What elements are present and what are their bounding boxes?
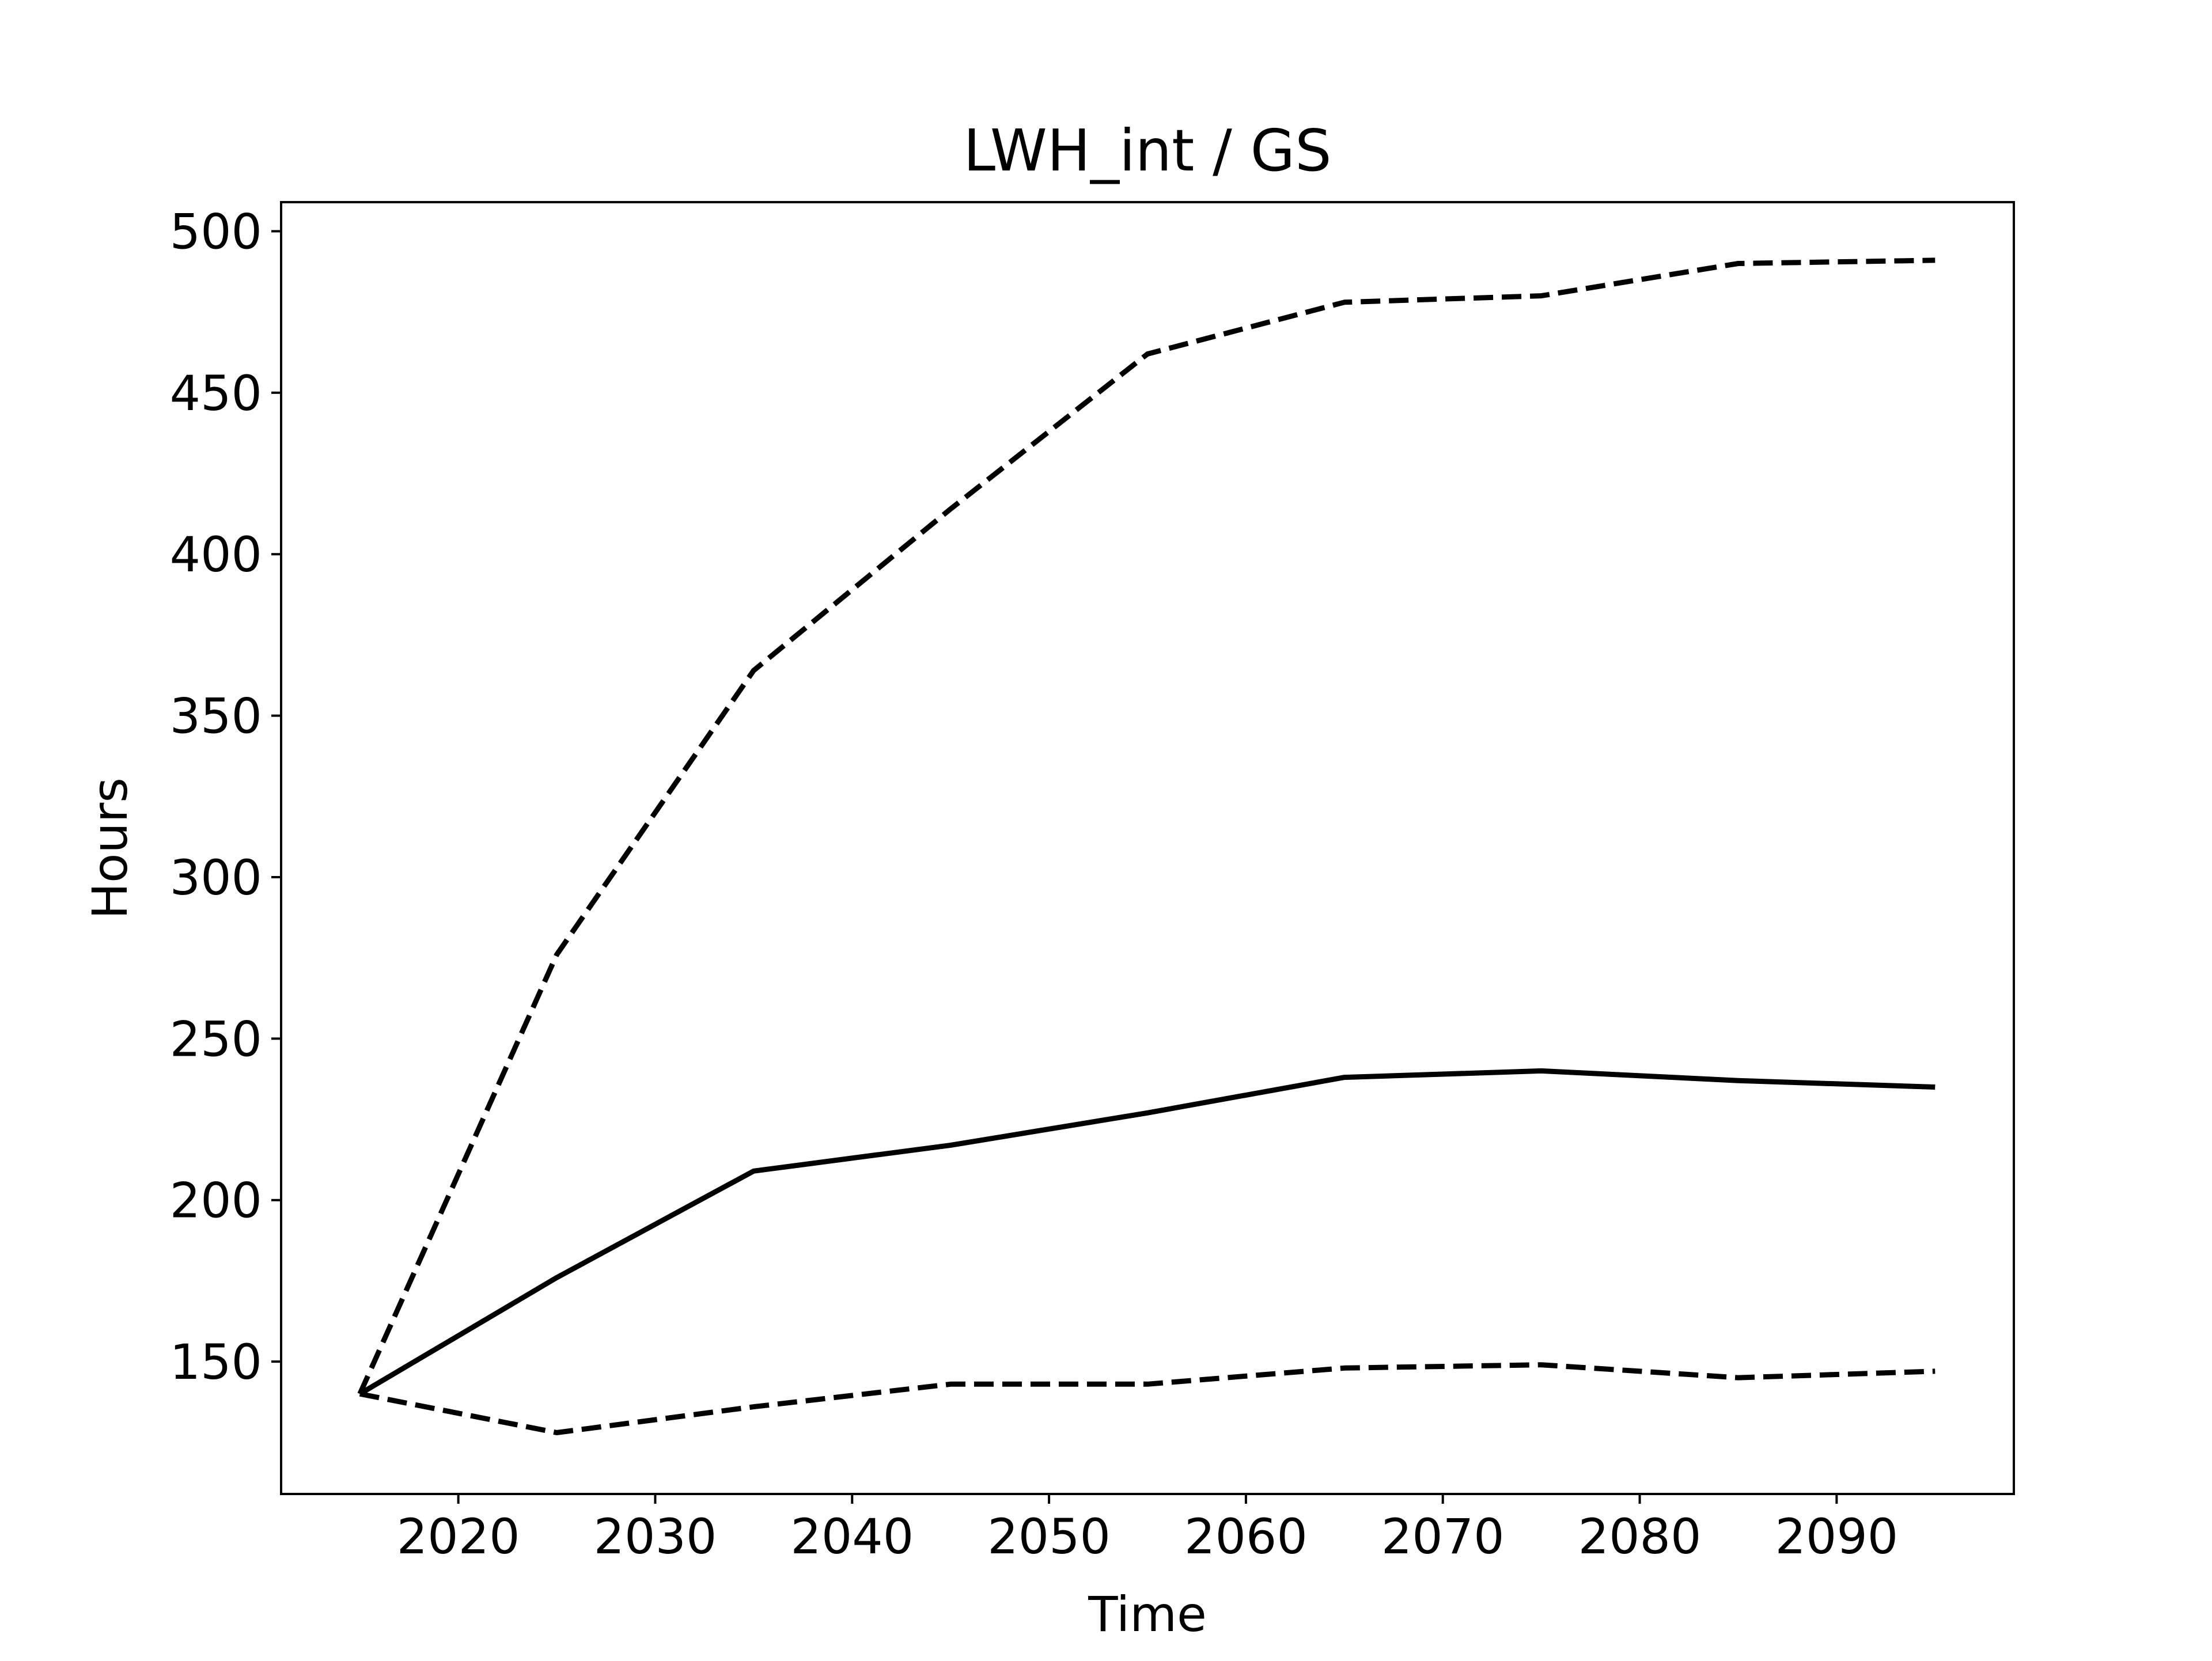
y-tick-label: 300 <box>170 850 262 906</box>
y-tick-label: 150 <box>170 1334 262 1390</box>
x-tick-label: 2070 <box>1381 1508 1505 1565</box>
x-tick-label: 2080 <box>1578 1508 1702 1565</box>
y-tick-label: 450 <box>170 365 262 422</box>
x-axis: 2020 2030 2040 2050 2060 2070 2080 2090 <box>397 1494 1898 1565</box>
series-line-2 <box>357 257 1936 1395</box>
x-tick-label: 2090 <box>1775 1508 1898 1565</box>
x-tick-label: 2050 <box>987 1508 1111 1565</box>
y-axis-label: Hours <box>82 778 138 919</box>
y-tick-label: 250 <box>170 1011 262 1067</box>
y-tick-label: 350 <box>170 688 262 745</box>
series-line-3 <box>359 1362 1936 1435</box>
series-line-1 <box>358 1068 1936 1397</box>
y-tick-label: 500 <box>170 203 262 260</box>
y-tick-label: 400 <box>170 526 262 583</box>
x-tick-label: 2040 <box>790 1508 914 1565</box>
plot-frame <box>280 201 2015 1495</box>
x-axis-label: Time <box>1088 1586 1207 1643</box>
x-tick-label: 2060 <box>1184 1508 1308 1565</box>
x-tick-label: 2020 <box>397 1508 520 1565</box>
series-layer <box>357 257 1936 1435</box>
chart-title: LWH_int / GS <box>963 117 1331 184</box>
y-tick-label: 200 <box>170 1173 262 1229</box>
x-tick-label: 2030 <box>594 1508 717 1565</box>
y-axis: 150 200 250 300 350 400 450 500 <box>170 203 281 1390</box>
